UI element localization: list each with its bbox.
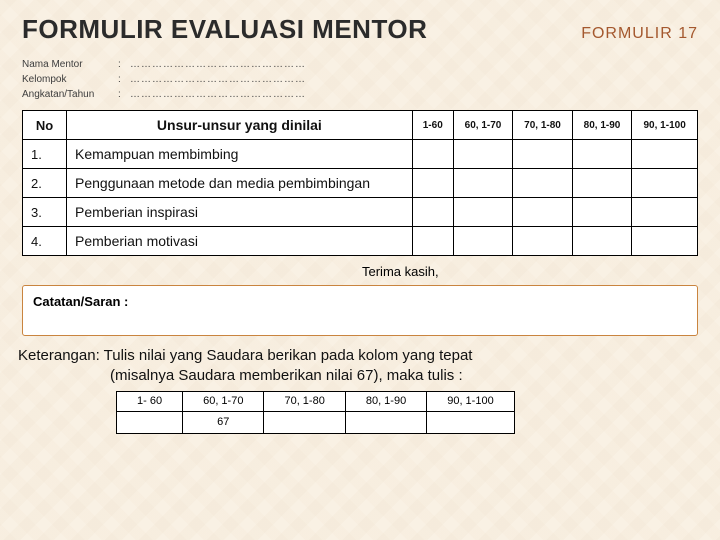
cell-score[interactable] xyxy=(412,169,453,198)
cell-score[interactable] xyxy=(412,140,453,169)
col-no: No xyxy=(23,111,67,140)
table-row: 2. Penggunaan metode dan media pembimbin… xyxy=(23,169,698,198)
range-cell[interactable] xyxy=(264,411,345,433)
cell-score[interactable] xyxy=(453,227,513,256)
field-colon: : xyxy=(118,74,130,85)
field-colon: : xyxy=(118,89,130,100)
range-cell-value[interactable]: 67 xyxy=(183,411,264,433)
cell-score[interactable] xyxy=(513,140,573,169)
form-number: FORMULIR 17 xyxy=(581,25,698,43)
page-title: FORMULIR EVALUASI MENTOR xyxy=(22,14,427,45)
range-header-4: 90, 1-100 xyxy=(427,391,514,411)
cell-no: 2. xyxy=(23,169,67,198)
cell-no: 3. xyxy=(23,198,67,227)
notes-label: Catatan/Saran : xyxy=(33,294,128,309)
cell-score[interactable] xyxy=(412,227,453,256)
field-dots: ………………………………………… xyxy=(130,89,698,100)
ranges-table: 1- 60 60, 1-70 70, 1-80 80, 1-90 90, 1-1… xyxy=(116,391,515,434)
col-score-1: 60, 1-70 xyxy=(453,111,513,140)
cell-score[interactable] xyxy=(632,198,698,227)
cell-score[interactable] xyxy=(513,227,573,256)
col-score-0: 1-60 xyxy=(412,111,453,140)
table-row: 4. Pemberian motivasi xyxy=(23,227,698,256)
cell-score[interactable] xyxy=(453,169,513,198)
table-row: 1. Kemampuan membimbing xyxy=(23,140,698,169)
range-cell[interactable] xyxy=(345,411,426,433)
col-item: Unsur-unsur yang dinilai xyxy=(67,111,413,140)
col-score-2: 70, 1-80 xyxy=(513,111,573,140)
range-header-0: 1- 60 xyxy=(117,391,183,411)
cell-desc: Pemberian inspirasi xyxy=(67,198,413,227)
keterangan-line1: Keterangan: Tulis nilai yang Saudara ber… xyxy=(18,347,472,364)
field-label-angkatan: Angkatan/Tahun xyxy=(22,89,118,100)
cell-score[interactable] xyxy=(453,140,513,169)
field-colon: : xyxy=(118,59,130,70)
col-score-4: 90, 1-100 xyxy=(632,111,698,140)
notes-box[interactable]: Catatan/Saran : xyxy=(22,285,698,336)
range-header-3: 80, 1-90 xyxy=(345,391,426,411)
field-label-mentor: Nama Mentor xyxy=(22,59,118,70)
col-score-3: 80, 1-90 xyxy=(572,111,632,140)
keterangan-line2: (misalnya Saudara memberikan nilai 67), … xyxy=(18,366,702,386)
evaluation-table: No Unsur-unsur yang dinilai 1-60 60, 1-7… xyxy=(22,110,698,256)
field-dots: ………………………………………… xyxy=(130,74,698,85)
cell-score[interactable] xyxy=(632,169,698,198)
keterangan: Keterangan: Tulis nilai yang Saudara ber… xyxy=(18,346,702,387)
cell-score[interactable] xyxy=(572,198,632,227)
form-fields: Nama Mentor : ………………………………………… Kelompok … xyxy=(22,59,698,100)
field-label-kelompok: Kelompok xyxy=(22,74,118,85)
table-row: 3. Pemberian inspirasi xyxy=(23,198,698,227)
cell-desc: Kemampuan membimbing xyxy=(67,140,413,169)
cell-score[interactable] xyxy=(572,169,632,198)
cell-score[interactable] xyxy=(572,227,632,256)
cell-no: 1. xyxy=(23,140,67,169)
cell-score[interactable] xyxy=(632,227,698,256)
range-header-2: 70, 1-80 xyxy=(264,391,345,411)
cell-desc: Penggunaan metode dan media pembimbingan xyxy=(67,169,413,198)
thanks-text: Terima kasih, xyxy=(22,264,698,279)
cell-score[interactable] xyxy=(572,140,632,169)
range-cell[interactable] xyxy=(117,411,183,433)
range-cell[interactable] xyxy=(427,411,514,433)
cell-score[interactable] xyxy=(632,140,698,169)
field-dots: ………………………………………… xyxy=(130,59,698,70)
cell-score[interactable] xyxy=(513,198,573,227)
range-header-1: 60, 1-70 xyxy=(183,391,264,411)
cell-score[interactable] xyxy=(412,198,453,227)
cell-desc: Pemberian motivasi xyxy=(67,227,413,256)
cell-score[interactable] xyxy=(453,198,513,227)
cell-score[interactable] xyxy=(513,169,573,198)
cell-no: 4. xyxy=(23,227,67,256)
